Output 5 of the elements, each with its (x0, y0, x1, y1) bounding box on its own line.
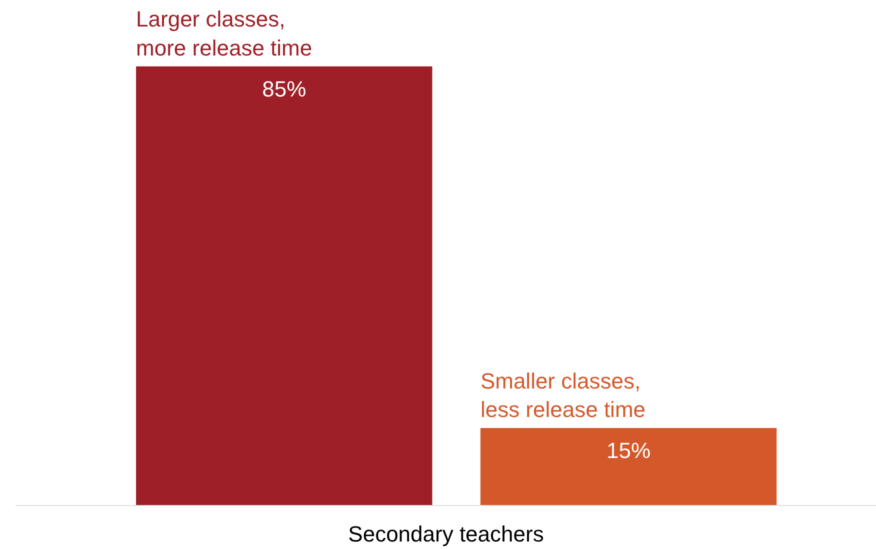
annotation: Smaller classes, less release time (480, 368, 646, 422)
data-label: 15% (606, 438, 651, 464)
data-label: 85% (262, 76, 306, 102)
annotation: Larger classes, more release time (136, 6, 312, 60)
x-axis-title: Secondary teachers (348, 522, 544, 546)
